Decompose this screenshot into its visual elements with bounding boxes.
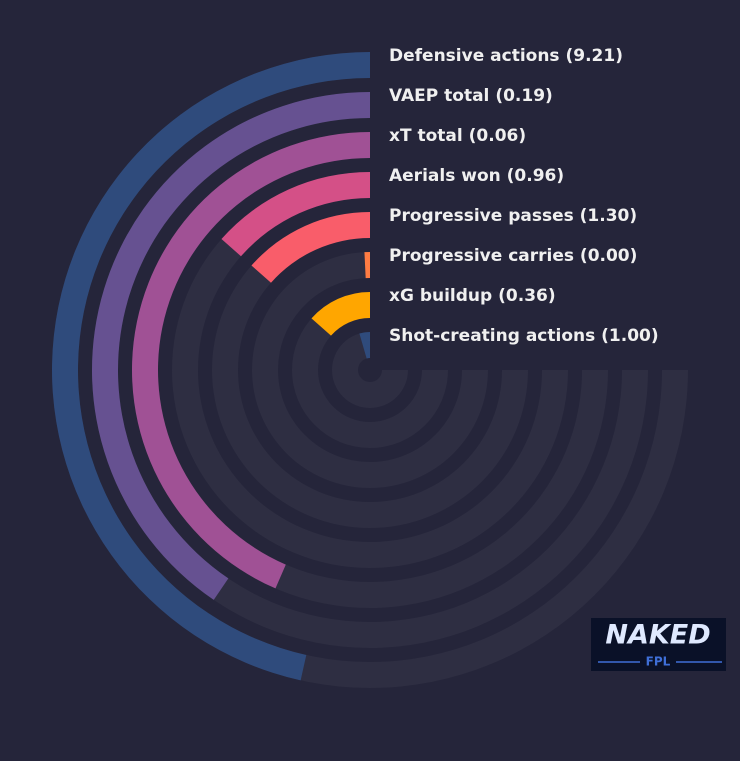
track (332, 332, 408, 408)
bar-label: Aerials won (0.96) (389, 166, 564, 186)
value-label: (1.30) (580, 206, 637, 226)
bar-label: VAEP total (0.19) (389, 86, 553, 106)
bar (91, 92, 370, 600)
value-label: (1.00) (601, 326, 658, 346)
bar (311, 292, 370, 336)
bar (251, 212, 370, 283)
value-label: (0.96) (507, 166, 564, 186)
bar-label: xT total (0.06) (389, 126, 526, 146)
bar-label: Shot-creating actions (1.00) (389, 326, 659, 346)
logo-subtitle: FPL (646, 655, 671, 669)
bar (131, 132, 370, 589)
value-label: (0.00) (580, 246, 637, 266)
category-name: Progressive carries (389, 246, 574, 266)
bar-label: Defensive actions (9.21) (389, 46, 623, 66)
value-label: (0.06) (469, 126, 526, 146)
category-name: VAEP total (389, 86, 489, 106)
category-name: Defensive actions (389, 46, 560, 66)
value-label: (0.19) (495, 86, 552, 106)
category-name: xG buildup (389, 286, 492, 306)
bar-label: Progressive passes (1.30) (389, 206, 637, 226)
logo-title: NAKED (605, 620, 710, 651)
bar-label: xG buildup (0.36) (389, 286, 556, 306)
value-label: (0.36) (498, 286, 555, 306)
category-name: Aerials won (389, 166, 501, 186)
bar (221, 172, 370, 257)
category-name: xT total (389, 126, 463, 146)
category-name: Shot-creating actions (389, 326, 595, 346)
value-label: (9.21) (565, 46, 622, 66)
bar (364, 252, 370, 279)
bar (359, 332, 370, 359)
category-name: Progressive passes (389, 206, 574, 226)
logo: NAKED FPL (591, 618, 726, 671)
bar-label: Progressive carries (0.00) (389, 246, 637, 266)
